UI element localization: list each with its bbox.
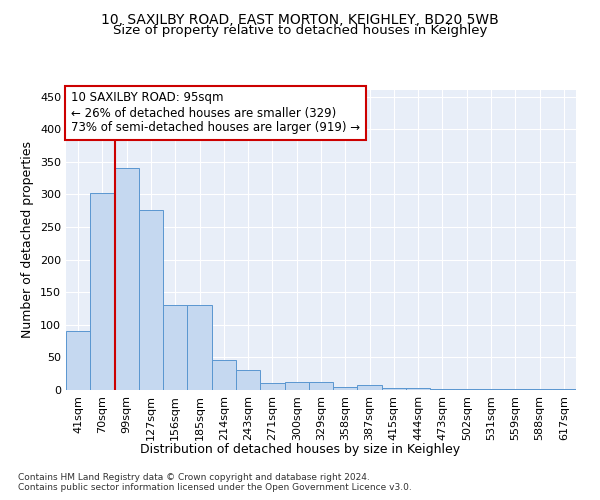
Text: Contains HM Land Registry data © Crown copyright and database right 2024.: Contains HM Land Registry data © Crown c…: [18, 472, 370, 482]
Text: Distribution of detached houses by size in Keighley: Distribution of detached houses by size …: [140, 442, 460, 456]
Bar: [284, 382, 309, 390]
Text: 10, SAXILBY ROAD, EAST MORTON, KEIGHLEY, BD20 5WB: 10, SAXILBY ROAD, EAST MORTON, KEIGHLEY,…: [101, 12, 499, 26]
Text: Contains public sector information licensed under the Open Government Licence v3: Contains public sector information licen…: [18, 484, 412, 492]
Bar: [139, 210, 163, 390]
Bar: [236, 370, 260, 390]
Bar: [115, 168, 139, 390]
Bar: [163, 305, 187, 390]
Bar: [406, 388, 430, 390]
Bar: [430, 388, 455, 390]
Bar: [187, 305, 212, 390]
Bar: [358, 385, 382, 390]
Bar: [90, 193, 115, 390]
Text: 10 SAXILBY ROAD: 95sqm
← 26% of detached houses are smaller (329)
73% of semi-de: 10 SAXILBY ROAD: 95sqm ← 26% of detached…: [71, 92, 360, 134]
Bar: [260, 384, 284, 390]
Bar: [212, 360, 236, 390]
Text: Size of property relative to detached houses in Keighley: Size of property relative to detached ho…: [113, 24, 487, 37]
Bar: [382, 388, 406, 390]
Y-axis label: Number of detached properties: Number of detached properties: [22, 142, 34, 338]
Bar: [66, 332, 90, 390]
Bar: [552, 388, 576, 390]
Bar: [455, 388, 479, 390]
Bar: [333, 386, 358, 390]
Bar: [309, 382, 333, 390]
